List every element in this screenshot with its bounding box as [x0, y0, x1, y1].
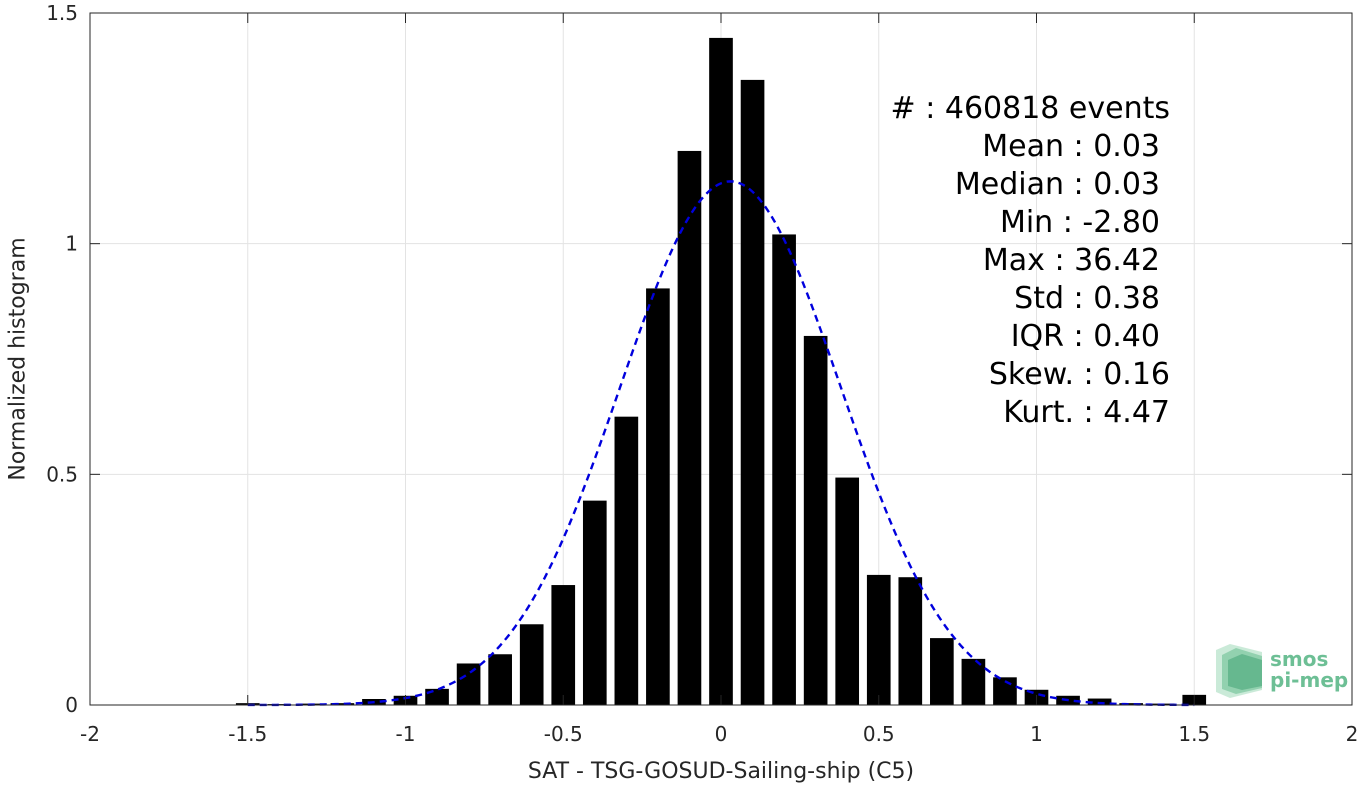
y-axis-label: Normalized histogram — [6, 237, 31, 480]
stat-line: Skew. : 0.16 — [989, 357, 1170, 392]
histogram-bar — [582, 500, 607, 705]
x-axis-label: SAT - TSG-GOSUD-Sailing-ship (C5) — [528, 759, 914, 784]
logo-text-smos: smos — [1270, 647, 1328, 671]
stat-line: Max : 36.42 — [983, 243, 1160, 278]
histogram-bar — [709, 37, 733, 706]
histogram-bar — [646, 288, 670, 705]
y-tick-label: 0.5 — [46, 462, 78, 486]
stat-line: IQR : 0.40 — [1011, 319, 1160, 354]
histogram-bar — [898, 577, 923, 705]
histogram-bar — [519, 624, 544, 705]
y-tick-label: 0 — [65, 693, 78, 717]
x-tick-label: 0 — [715, 722, 728, 746]
stat-line: Min : -2.80 — [1000, 205, 1160, 240]
smos-pimep-logo: smos pi-mep — [1216, 644, 1348, 698]
histogram-bar — [740, 79, 765, 706]
histogram-bar — [614, 416, 639, 705]
logo-mark-icon — [1216, 644, 1262, 698]
logo-text-pimep: pi-mep — [1270, 668, 1348, 692]
x-tick-label: -1 — [396, 722, 416, 746]
x-tick-label: -1.5 — [228, 722, 267, 746]
histogram-bar — [961, 658, 986, 705]
histogram-bars — [235, 37, 1207, 706]
histogram-bar — [488, 654, 512, 705]
axis-ticks — [89, 12, 1353, 706]
y-tick-labels: 0 0.5 1 1.5 — [46, 1, 78, 717]
histogram-bar — [803, 335, 828, 705]
histogram-bar — [835, 477, 860, 705]
x-tick-label: 2 — [1346, 722, 1359, 746]
y-tick-label: 1.5 — [46, 1, 78, 25]
x-tick-label: 1 — [1030, 722, 1043, 746]
x-tick-label: -0.5 — [544, 722, 583, 746]
histogram-bar — [677, 150, 702, 705]
histogram-bar — [772, 234, 796, 705]
stat-line: Std : 0.38 — [1014, 281, 1160, 316]
stat-line: # : 460818 events — [891, 91, 1170, 126]
histogram-bar — [1119, 703, 1143, 705]
histogram-bar — [551, 585, 576, 705]
histogram-bar — [866, 574, 891, 705]
x-tick-labels: -2 -1.5 -1 -0.5 0 0.5 1 1.5 2 — [80, 722, 1358, 746]
x-tick-label: 0.5 — [863, 722, 895, 746]
histogram-bar — [1087, 698, 1112, 705]
x-tick-label: -2 — [80, 722, 100, 746]
stat-line: Kurt. : 4.47 — [1003, 395, 1170, 430]
histogram-bar — [930, 638, 954, 705]
stat-line: Median : 0.03 — [955, 167, 1160, 202]
x-tick-label: 1.5 — [1178, 722, 1210, 746]
histogram-bar — [456, 663, 481, 705]
stat-line: Mean : 0.03 — [982, 129, 1160, 164]
y-tick-label: 1 — [65, 232, 78, 256]
histogram-bar — [330, 703, 355, 705]
